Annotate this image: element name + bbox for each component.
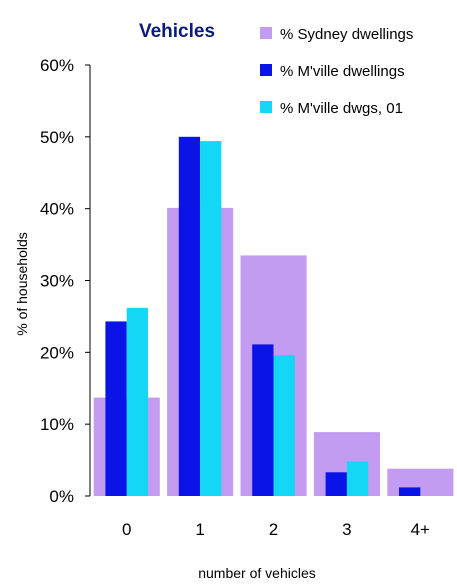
- y-tick-label: 30%: [40, 272, 74, 291]
- x-tick-label: 1: [195, 520, 204, 539]
- legend-swatch-mville: [260, 64, 272, 76]
- legend-label-mville-01: % M'ville dwgs, 01: [280, 100, 403, 117]
- chart-title: Vehicles: [139, 21, 215, 42]
- y-tick-label: 50%: [40, 128, 74, 147]
- bar-mville-01-0: [126, 307, 148, 496]
- x-axis-ticks: 0 1 2 3 4+: [122, 520, 430, 539]
- legend-swatch-mville-01: [260, 101, 272, 113]
- bar-mville-2: [252, 344, 274, 496]
- bar-mville-4plus: [399, 487, 421, 496]
- y-axis-title: % of households: [14, 232, 30, 336]
- legend-swatch-sydney: [260, 27, 272, 39]
- x-axis-title: number of vehicles: [198, 565, 316, 581]
- bar-mville-0: [105, 321, 127, 496]
- y-tick-label: 60%: [40, 56, 74, 75]
- y-tick-label: 10%: [40, 415, 74, 434]
- x-tick-label: 4+: [411, 520, 430, 539]
- legend: % Sydney dwellings % M'ville dwellings %…: [260, 26, 413, 117]
- bar-mville-01-3: [346, 461, 369, 496]
- legend-label-mville: % M'ville dwellings: [280, 63, 405, 80]
- legend-label-sydney: % Sydney dwellings: [280, 26, 413, 43]
- bar-mville-01-1: [200, 141, 222, 496]
- y-tick-label: 0%: [49, 487, 74, 506]
- bar-mville-01-2: [273, 355, 295, 496]
- bar-mville-1: [178, 136, 201, 497]
- x-tick-label: 0: [122, 520, 131, 539]
- x-tick-label: 3: [342, 520, 351, 539]
- y-axis-ticks: 0% 10% 20% 30% 40% 50% 60%: [40, 56, 90, 506]
- bars: [93, 136, 454, 497]
- bar-mville-3: [325, 472, 347, 496]
- x-tick-label: 2: [269, 520, 278, 539]
- bar-sydney-4plus: [387, 468, 454, 496]
- y-tick-label: 20%: [40, 343, 74, 362]
- y-tick-label: 40%: [40, 200, 74, 219]
